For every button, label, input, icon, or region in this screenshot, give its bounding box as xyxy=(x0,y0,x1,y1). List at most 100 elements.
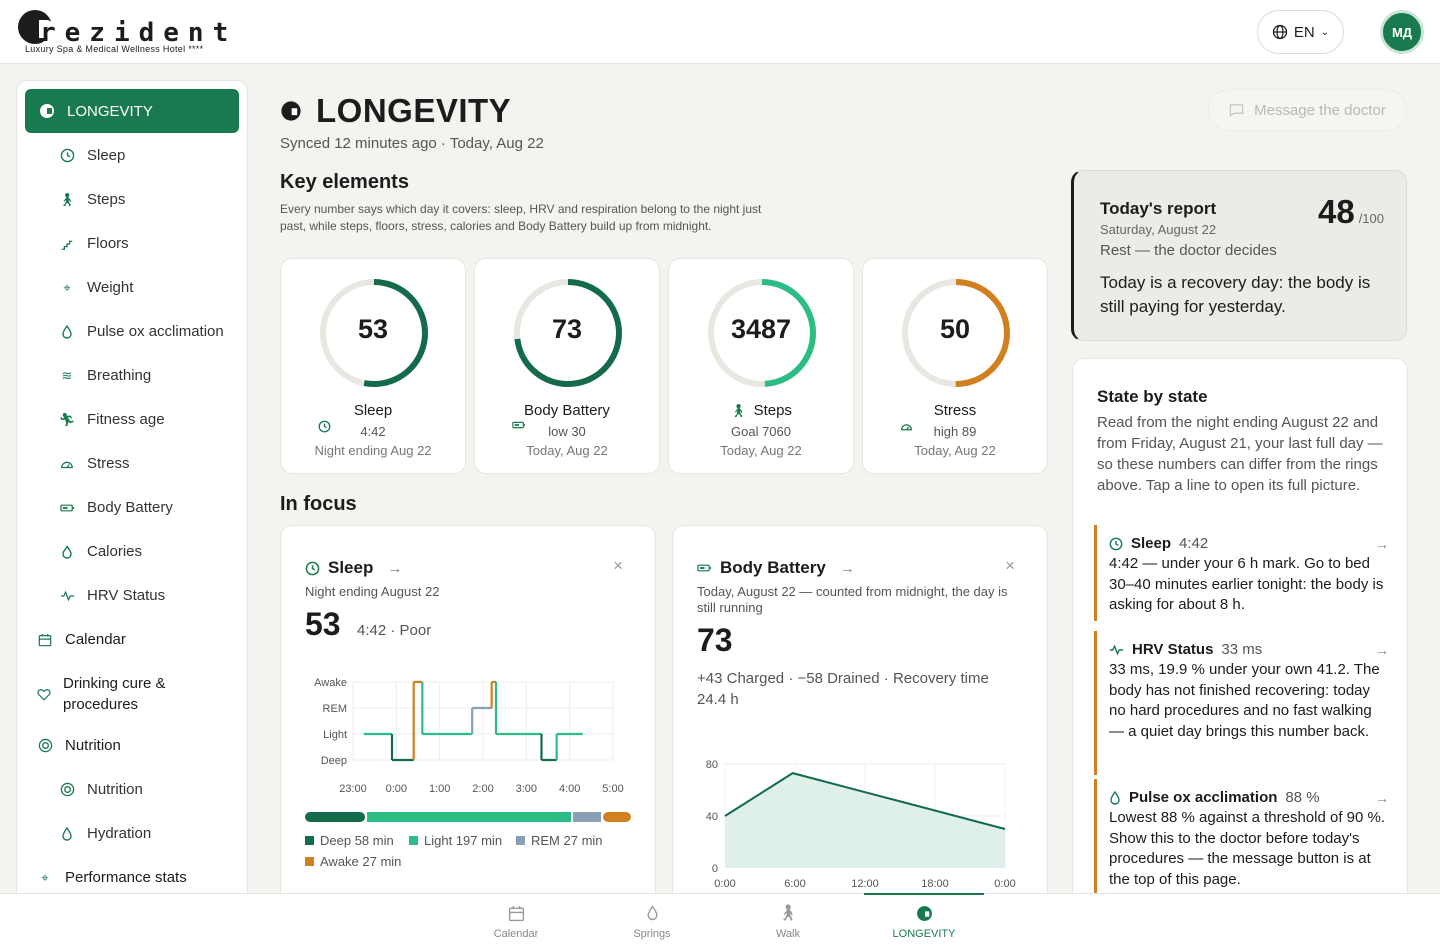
calendar-icon xyxy=(37,632,53,648)
language-selector[interactable]: EN ⌄ xyxy=(1257,10,1344,54)
close-icon[interactable]: × xyxy=(1005,556,1015,575)
arrow-right-icon: → xyxy=(387,559,403,577)
sidebar-item-drinking-cure[interactable]: Drinking cure & procedures xyxy=(37,673,217,715)
sidebar-item-nutrition-group[interactable]: Nutrition xyxy=(37,737,121,754)
longevity-icon xyxy=(281,101,301,121)
gauge-icon xyxy=(59,456,75,472)
sidebar-item-label: HRV Status xyxy=(87,587,166,604)
ring-card-body-battery[interactable]: 73 Body Battery low 30 Today, Aug 22 xyxy=(474,258,660,474)
close-icon[interactable]: × xyxy=(613,556,623,575)
calendar-icon xyxy=(507,904,525,922)
state-item-name: Sleep xyxy=(1131,535,1172,552)
sidebar-item-weight[interactable]: ⌖ Weight xyxy=(59,279,133,296)
bottom-tab-label: Calendar xyxy=(493,928,539,940)
distribution-segment xyxy=(367,812,572,822)
ring-progress-arc xyxy=(320,279,428,387)
focus-card-sleep[interactable]: Sleep → × Night ending August 22 53 4:42… xyxy=(280,525,656,905)
battery-summary: +43 Charged · −58 Drained · Recovery tim… xyxy=(697,670,989,708)
x-tick-label: 1:00 xyxy=(429,783,450,795)
bottom-tab-walk[interactable]: 🚶︎ Walk xyxy=(728,904,848,940)
sidebar-item-hrv[interactable]: HRV Status xyxy=(59,587,165,604)
ring-value: 50 xyxy=(939,314,971,344)
bottom-tab-calendar[interactable]: Calendar xyxy=(456,904,576,940)
active-tab-indicator xyxy=(864,893,984,895)
ring-value: 73 xyxy=(551,314,583,344)
focus-card-body-battery[interactable]: Body Battery → × Today, August 22 — coun… xyxy=(672,525,1048,905)
sidebar-item-calories[interactable]: Calories xyxy=(59,543,142,560)
ring-subvalue: 4:42 xyxy=(360,424,386,439)
bottom-tab-longevity[interactable]: LONGEVITY xyxy=(864,904,984,940)
y-tick-label: Awake xyxy=(314,677,347,689)
sleep-duration-quality: 4:42 · Poor xyxy=(357,622,432,639)
battery-icon xyxy=(697,564,712,572)
state-title: State by state xyxy=(1097,387,1208,406)
logo-mark-icon xyxy=(18,10,55,44)
drop-icon xyxy=(643,904,661,922)
x-tick-label: 18:00 xyxy=(921,878,949,890)
ring-label-text: Steps xyxy=(753,402,792,419)
sidebar-item-floors[interactable]: Floors xyxy=(59,235,129,252)
state-item-value: 33 ms xyxy=(1221,641,1263,658)
key-elements-title: Key elements xyxy=(280,171,409,193)
bottom-tab-springs[interactable]: Springs xyxy=(592,904,712,940)
sidebar-item-label: Nutrition xyxy=(87,781,143,798)
state-description: Read from the night ending August 22 and… xyxy=(1097,414,1383,494)
sidebar-item-body-battery[interactable]: Body Battery xyxy=(59,499,173,516)
sidebar-item-label: Hydration xyxy=(87,825,152,842)
sidebar-item-nutrition[interactable]: Nutrition xyxy=(59,781,143,798)
ring-card-steps[interactable]: 3487 🚶︎ Steps Goal 7060 Today, Aug 22 xyxy=(668,258,854,474)
sidebar-item-label: Breathing xyxy=(87,367,152,384)
focus-card-title-text: Sleep xyxy=(328,558,374,577)
clock-icon xyxy=(59,148,75,164)
drop-icon xyxy=(59,324,75,340)
sidebar-item-label: Calories xyxy=(87,543,143,560)
sidebar-item-hydration[interactable]: Hydration xyxy=(59,825,151,842)
message-doctor-label: Message the doctor xyxy=(1254,101,1386,119)
ring-card-stress[interactable]: 50 Stress high 89 Today, Aug 22 xyxy=(862,258,1048,474)
state-item-pulse-ox[interactable]: Pulse ox acclimation 88 % → Lowest 88 % … xyxy=(1094,779,1389,917)
sidebar-item-sleep[interactable]: Sleep xyxy=(59,147,125,164)
focus-card-title[interactable]: Body Battery → xyxy=(697,558,855,578)
report-title: Today's report xyxy=(1100,199,1217,218)
focus-card-title[interactable]: Sleep → xyxy=(305,558,402,578)
sidebar-item-pulse-ox[interactable]: Pulse ox acclimation xyxy=(59,323,224,340)
sidebar-item-label: Calendar xyxy=(65,631,126,648)
key-elements-description: Every number says which day it covers: s… xyxy=(280,202,762,233)
state-item-sleep[interactable]: Sleep 4:42 → 4:42 — under your 6 h mark.… xyxy=(1094,525,1389,621)
x-tick-label: 0:00 xyxy=(386,783,407,795)
ring-subvalue: low 30 xyxy=(548,424,586,439)
ring-label: Stress xyxy=(863,402,1047,431)
sidebar-item-label: Sleep xyxy=(87,147,126,164)
walker-icon: 🚶︎ xyxy=(58,191,76,207)
sidebar-item-stress[interactable]: Stress xyxy=(59,455,130,472)
user-avatar[interactable]: МД xyxy=(1380,10,1424,54)
sidebar-item-breathing[interactable]: ≋ Breathing xyxy=(59,367,152,384)
sync-status: Synced 12 minutes ago · Today, Aug 22 xyxy=(280,135,544,152)
state-item-hrv[interactable]: HRV Status 33 ms → 33 ms, 19.9 % under y… xyxy=(1094,631,1389,775)
distribution-segment xyxy=(305,812,366,822)
distribution-segment xyxy=(573,812,602,822)
legend-swatch xyxy=(516,836,525,845)
page-title-text: LONGEVITY xyxy=(316,92,512,129)
sidebar-item-calendar[interactable]: Calendar xyxy=(37,631,126,648)
battery-score: 73 xyxy=(697,622,733,658)
sidebar-item-label: Floors xyxy=(87,235,129,252)
bottom-tab-label: LONGEVITY xyxy=(892,928,956,940)
crosshair-icon: ⌖ xyxy=(41,869,49,885)
sidebar-item-label: Stress xyxy=(87,455,130,472)
ring-date: Today, Aug 22 xyxy=(526,443,608,458)
todays-report-card[interactable]: Today's report Saturday, August 22 Rest … xyxy=(1071,170,1407,341)
ring-label-text: Sleep xyxy=(353,402,393,419)
brand-name: rezident xyxy=(40,18,238,48)
sidebar-item-performance[interactable]: ⌖ Performance stats xyxy=(37,869,186,886)
sidebar-item-steps[interactable]: 🚶︎ Steps xyxy=(58,191,126,208)
longevity-icon xyxy=(915,904,933,922)
sidebar-item-fitness-age[interactable]: 🏃︎ Fitness age xyxy=(59,411,165,428)
page-title: LONGEVITY xyxy=(280,92,511,130)
message-doctor-button[interactable]: Message the doctor xyxy=(1208,89,1407,131)
y-tick-label: 40 xyxy=(706,811,718,823)
brand-logo[interactable]: rezident Luxury Spa & Medical Wellness H… xyxy=(16,8,236,56)
ring-progress-arc xyxy=(902,279,1010,387)
sidebar-item-longevity[interactable]: LONGEVITY xyxy=(25,89,239,133)
ring-card-sleep[interactable]: 53 Sleep 4:42 Night ending Aug 22 xyxy=(280,258,466,474)
